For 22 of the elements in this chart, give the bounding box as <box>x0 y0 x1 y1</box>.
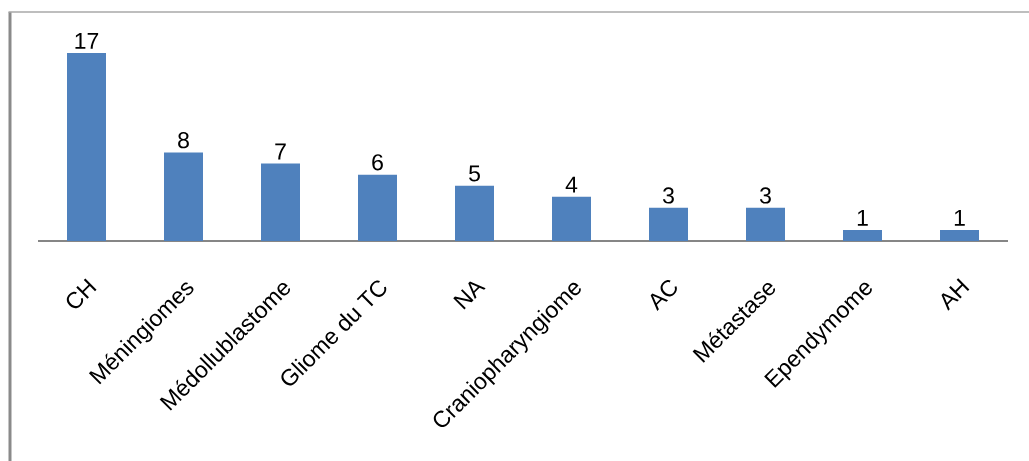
bar <box>164 152 203 241</box>
bar <box>843 229 883 241</box>
bar <box>649 207 688 241</box>
bar <box>261 163 300 241</box>
data-label: 1 <box>954 209 965 226</box>
data-label: 3 <box>759 187 771 204</box>
bar <box>746 207 786 241</box>
x-tick-label: AC <box>650 279 677 311</box>
data-label: 4 <box>565 176 578 193</box>
bar <box>455 185 494 241</box>
bar <box>552 196 592 241</box>
bar <box>940 229 980 241</box>
bar <box>358 174 398 241</box>
bar <box>67 52 106 241</box>
data-label: 6 <box>372 154 383 171</box>
x-tick-label: AH <box>941 278 970 311</box>
data-label: 1 <box>857 209 868 226</box>
data-label: 3 <box>662 187 674 204</box>
data-label: 17 <box>75 32 99 49</box>
data-label: 8 <box>178 132 189 149</box>
data-label: 5 <box>469 165 480 182</box>
data-label: 7 <box>275 143 286 160</box>
